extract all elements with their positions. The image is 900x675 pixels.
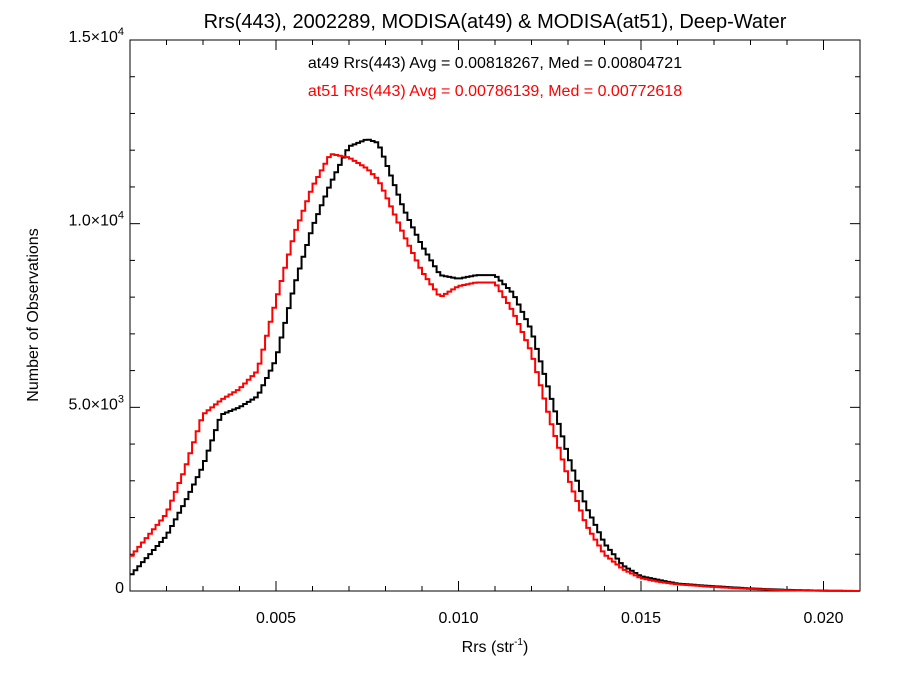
annotation-at49: at49 Rrs(443) Avg = 0.00818267, Med = 0.… [308,55,682,72]
x-axis-label-close: ) [523,639,528,656]
series-layer [130,138,860,592]
plot-area: 0.005 0.010 0.015 0.020 0 5.0×103 1.0×104 1.5×… [68,26,861,627]
y-tick-label: 1.5×104 [68,26,124,46]
y-tick-label: 1.0×104 [68,210,124,230]
x-tick-label: 0.015 [621,610,661,627]
y-axis: 0 5.0×103 1.0×104 1.5×104 [68,26,860,597]
x-axis-label-exponent: -1 [514,637,523,648]
annotation-at51: at51 Rrs(443) Avg = 0.00786139, Med = 0.… [308,83,682,100]
y-tick-label: 0 [115,580,124,597]
x-axis-label: Rrs (str-1) [462,637,529,656]
plot-frame [129,39,861,592]
y-tick-label: 5.0×103 [68,393,124,413]
series-at49-line [130,138,860,592]
x-tick-label: 0.010 [438,610,478,627]
x-axis: 0.005 0.010 0.015 0.020 [129,40,861,627]
x-tick-label: 0.020 [803,610,843,627]
x-axis-label-main: Rrs (str [462,639,515,656]
x-tick-label: 0.005 [256,610,296,627]
chart-title: Rrs(443), 2002289, MODISA(at49) & MODISA… [204,11,787,33]
series-at51-line [130,153,860,592]
y-axis-label: Number of Observations [25,228,42,401]
